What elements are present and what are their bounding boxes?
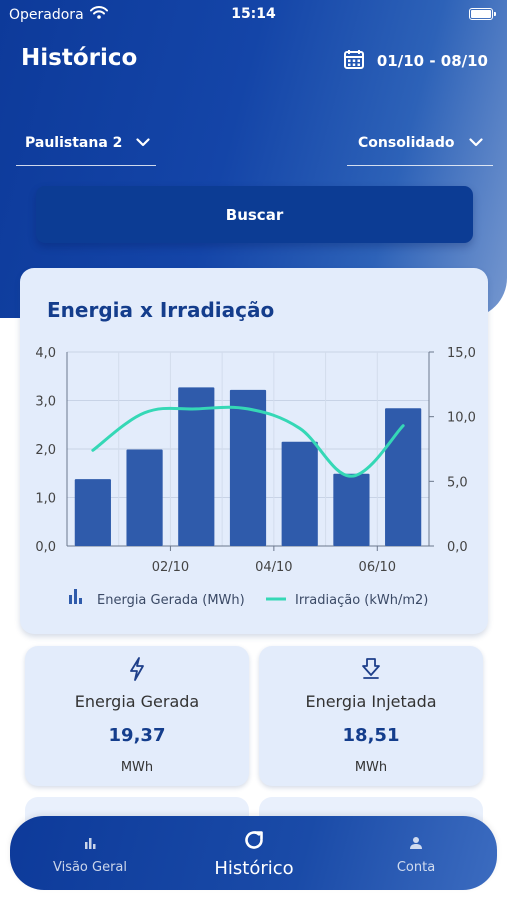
y-right-tick-label: 15,0	[447, 346, 476, 361]
y-left-tick-label: 2,0	[35, 443, 56, 458]
header-background	[0, 0, 507, 318]
y-right-tick-label: 10,0	[447, 411, 476, 426]
mode-dropdown[interactable]: Consolidado	[347, 120, 493, 166]
date-range-picker[interactable]: 01/10 - 08/10	[343, 48, 488, 74]
y-left-tick-label: 3,0	[35, 395, 56, 410]
stat-value: 19,37	[108, 725, 166, 746]
legend-bar-icon	[69, 595, 72, 604]
stat-card-energy-injected: Energia Injetada 18,51 MWh	[259, 646, 483, 786]
chevron-down-icon	[468, 138, 483, 147]
calendar-icon	[343, 48, 365, 74]
x-tick-label: 04/10	[255, 560, 292, 575]
plant-dropdown-value: Paulistana 2	[25, 134, 123, 151]
irradiation-line	[91, 405, 405, 478]
mode-dropdown-value: Consolidado	[358, 134, 455, 151]
bar	[281, 441, 318, 546]
user-icon	[409, 834, 423, 852]
carrier-name: Operadora	[9, 6, 84, 23]
y-left-tick-label: 4,0	[35, 346, 56, 361]
download-arrow-icon	[259, 657, 483, 679]
status-bar: Operadora 15:14	[0, 0, 507, 30]
stat-card-energy-generated: Energia Gerada 19,37 MWh	[25, 646, 249, 786]
wifi-icon	[89, 6, 108, 23]
stat-label: Energia Injetada	[305, 692, 437, 711]
page-title: Histórico	[21, 45, 138, 71]
y-right-tick-label: 0,0	[447, 540, 468, 555]
x-tick-label: 06/10	[359, 560, 396, 575]
bar	[74, 479, 111, 546]
stat-label: Energia Gerada	[74, 692, 200, 711]
chevron-down-icon	[136, 138, 151, 147]
tab-account[interactable]: Conta	[366, 816, 466, 890]
clock: 15:14	[231, 6, 276, 22]
plant-dropdown[interactable]: Paulistana 2	[16, 120, 156, 166]
stat-value: 18,51	[342, 725, 400, 746]
search-button-label: Buscar	[225, 205, 284, 224]
date-range-text: 01/10 - 08/10	[376, 52, 488, 70]
bar	[333, 473, 370, 546]
search-button[interactable]: Buscar	[36, 186, 473, 243]
legend-label: Irradiação (kWh/m2)	[295, 593, 428, 608]
tab-history[interactable]: Histórico	[194, 816, 314, 890]
y-left-tick-label: 0,0	[35, 540, 56, 555]
stat-unit: MWh	[354, 760, 388, 775]
tab-label: Histórico	[214, 858, 294, 879]
refresh-icon	[242, 828, 266, 852]
chart-title: Energia x Irradiação	[47, 298, 275, 322]
y-right-tick-label: 5,0	[447, 475, 468, 490]
bar	[126, 449, 163, 546]
chart-card: Energia x Irradiação 0,0 1,0 2,0 3,0 4,0 0,0 5…	[20, 268, 488, 634]
tab-label: Visão Geral	[52, 860, 128, 875]
lightning-icon	[25, 657, 249, 681]
carrier: Operadora	[9, 6, 108, 23]
bar	[178, 387, 215, 546]
legend-label: Energia Gerada (MWh)	[97, 593, 245, 608]
tab-overview[interactable]: Visão Geral	[40, 816, 140, 890]
y-left-tick-label: 1,0	[35, 492, 56, 507]
x-tick-label: 02/10	[152, 560, 189, 575]
bottom-tab-bar: Visão Geral Histórico Conta	[10, 816, 497, 890]
legend-bar-icon	[79, 598, 82, 604]
bar-chart-icon	[83, 834, 97, 852]
stat-unit: MWh	[120, 760, 154, 775]
legend-bar-icon	[74, 589, 77, 604]
tab-label: Conta	[396, 860, 436, 875]
energy-irradiation-chart: 0,0 1,0 2,0 3,0 4,0 0,0 5,0 10,0 15,0 02/10 04/10 0…	[35, 346, 476, 608]
battery-icon	[469, 8, 496, 20]
bar	[229, 389, 267, 546]
bar	[385, 408, 422, 546]
